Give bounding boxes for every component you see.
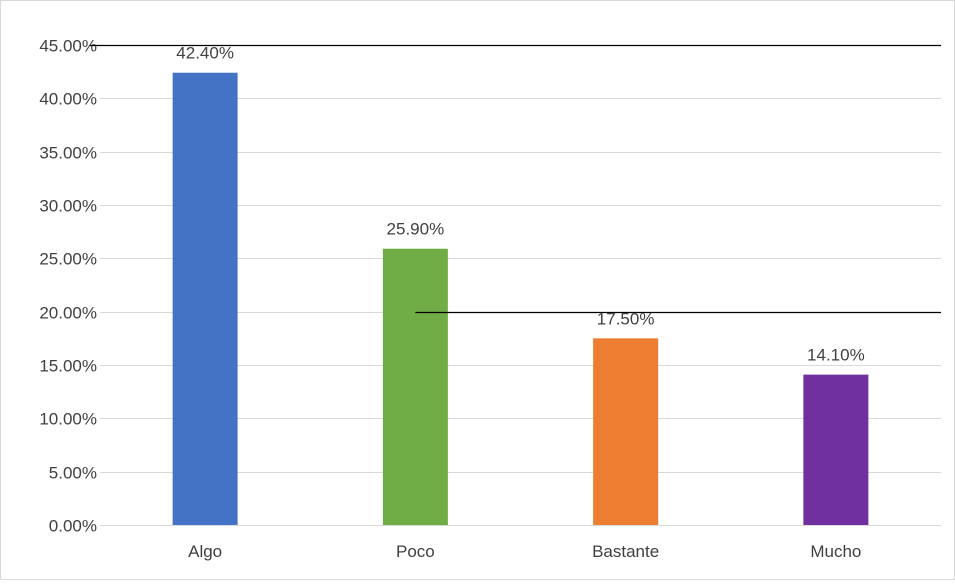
y-tick-label: 10.00% — [39, 410, 97, 429]
data-label-algo: 42.40% — [176, 44, 234, 63]
y-tick-label: 5.00% — [49, 464, 97, 483]
x-axis-category-labels: Algo Poco Bastante Mucho — [188, 542, 861, 561]
bars — [172, 72, 869, 525]
y-axis-tick-labels: 0.00% 5.00% 10.00% 15.00% 20.00% 25.00% 30.00%… — [39, 37, 97, 536]
y-tick-label: 30.00% — [39, 197, 97, 216]
bar-algo — [172, 72, 238, 525]
y-tick-label: 15.00% — [39, 357, 97, 376]
y-tick-label: 35.00% — [39, 144, 97, 163]
bar-bastante — [593, 338, 659, 525]
y-tick-label: 0.00% — [49, 517, 97, 536]
data-label-bastante: 17.50% — [597, 309, 655, 328]
data-label-mucho: 14.10% — [807, 346, 865, 365]
x-category-label-mucho: Mucho — [810, 542, 861, 561]
x-category-label-poco: Poco — [396, 542, 435, 561]
y-tick-label: 20.00% — [39, 304, 97, 323]
x-category-label-algo: Algo — [188, 542, 222, 561]
data-labels: 42.40% 25.90% 17.50% 14.10% — [176, 44, 864, 365]
bar-poco — [382, 248, 448, 525]
x-category-label-bastante: Bastante — [592, 542, 659, 561]
bar-mucho — [803, 374, 869, 525]
reference-lines — [90, 44, 941, 314]
y-tick-label: 40.00% — [39, 90, 97, 109]
y-tick-label: 25.00% — [39, 250, 97, 269]
y-tick-label: 45.00% — [39, 37, 97, 56]
data-label-poco: 25.90% — [387, 220, 445, 239]
